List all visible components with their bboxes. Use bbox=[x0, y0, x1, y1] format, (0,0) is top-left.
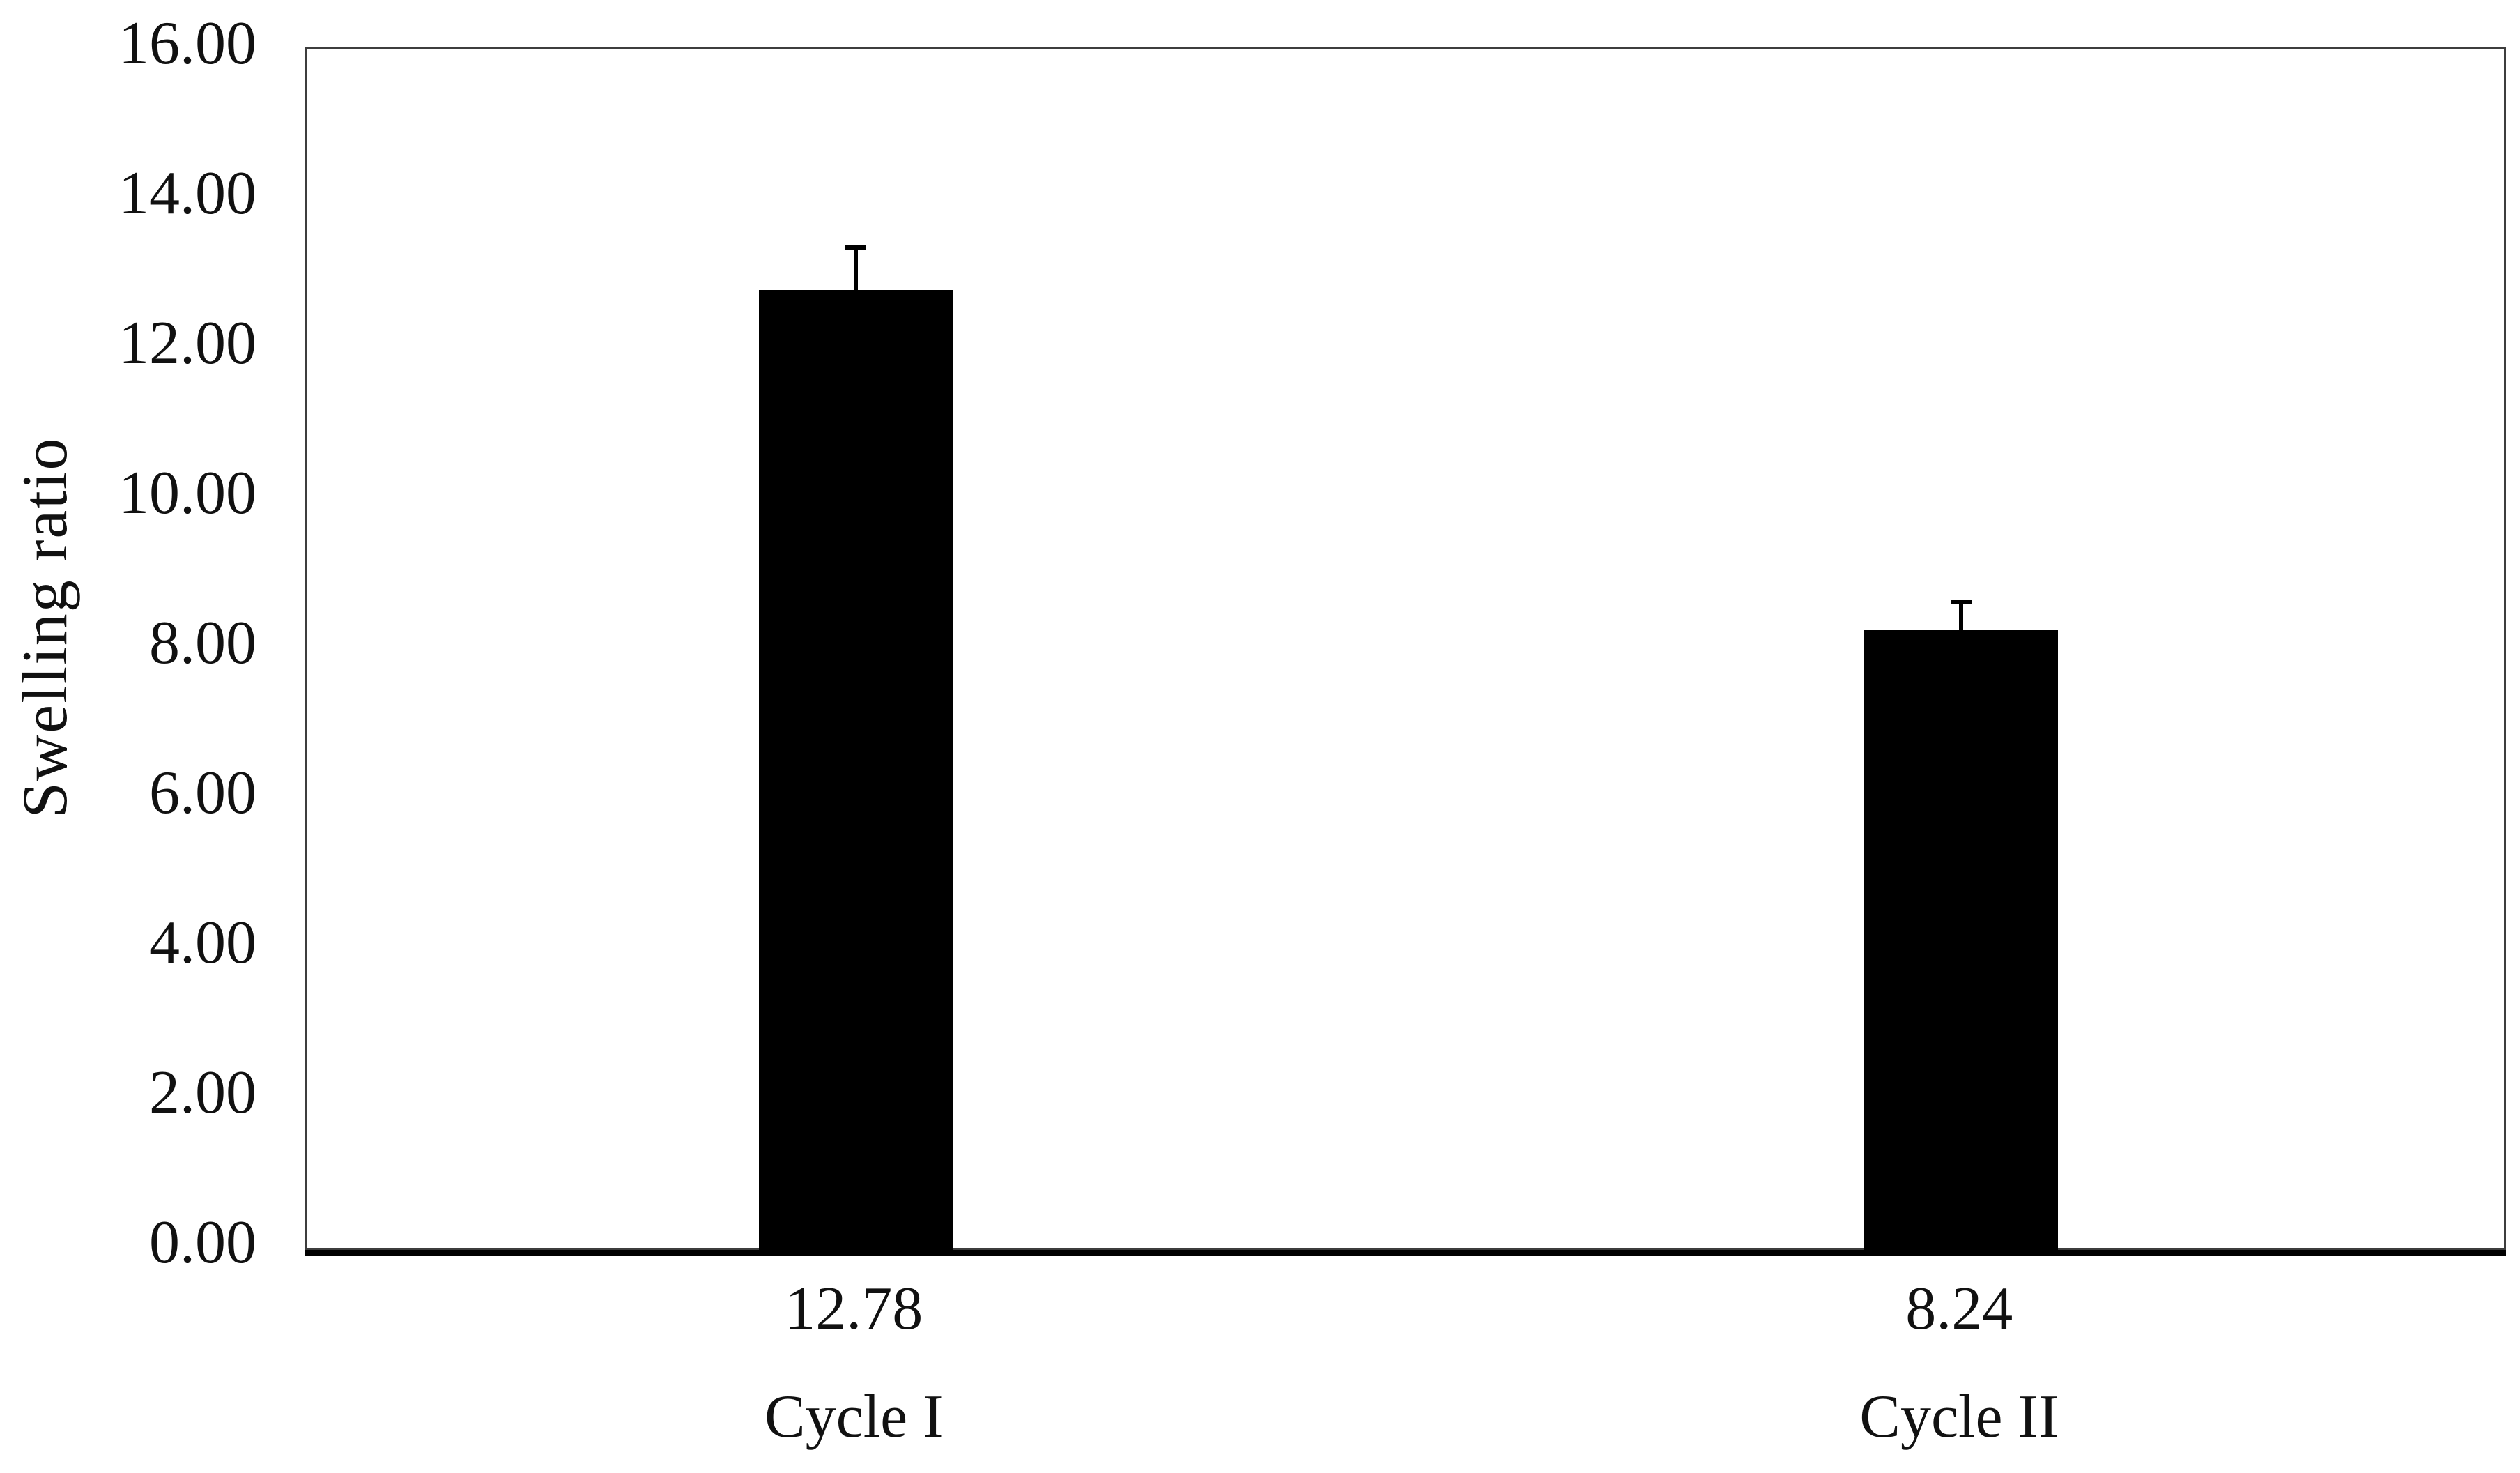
plot-area bbox=[305, 47, 2506, 1256]
y-tick-label: 6.00 bbox=[149, 759, 256, 827]
y-tick-label: 10.00 bbox=[118, 459, 256, 527]
error-bar-cap bbox=[845, 245, 867, 250]
x-axis-line bbox=[305, 1250, 2506, 1256]
y-tick-label: 4.00 bbox=[149, 909, 256, 977]
bar bbox=[759, 290, 953, 1252]
y-tick-label: 0.00 bbox=[149, 1209, 256, 1276]
y-tick-label: 16.00 bbox=[118, 10, 256, 77]
y-tick-label: 2.00 bbox=[149, 1059, 256, 1127]
y-tick-label: 12.00 bbox=[118, 310, 256, 377]
error-bar-line bbox=[854, 245, 859, 291]
y-tick-label: 14.00 bbox=[118, 160, 256, 227]
category-label: Cycle I bbox=[764, 1383, 944, 1451]
error-bar-cap bbox=[1951, 600, 1972, 605]
category-label: Cycle II bbox=[1859, 1383, 2059, 1451]
bar-value-label: 8.24 bbox=[1905, 1275, 2013, 1343]
y-tick-label: 8.00 bbox=[149, 609, 256, 677]
error-bar-line bbox=[1959, 600, 1964, 631]
bar-value-label: 12.78 bbox=[785, 1275, 923, 1343]
bar bbox=[1864, 630, 2059, 1252]
